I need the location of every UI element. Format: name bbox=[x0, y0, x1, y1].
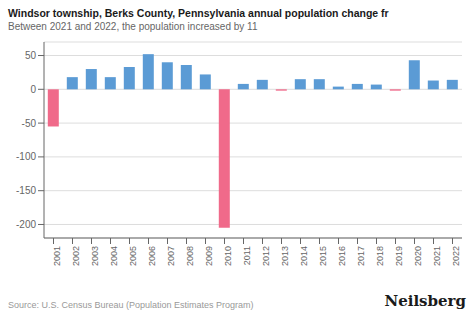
svg-text:2006: 2006 bbox=[147, 246, 157, 266]
svg-text:2009: 2009 bbox=[204, 246, 214, 266]
svg-text:2017: 2017 bbox=[356, 246, 366, 266]
svg-text:50: 50 bbox=[25, 50, 37, 61]
svg-text:2008: 2008 bbox=[185, 246, 195, 266]
html-text:Source: U.S. Census Bureau (Po: Source: U.S. Census Bureau (Population E… bbox=[8, 300, 254, 310]
svg-text:2020: 2020 bbox=[413, 246, 423, 266]
svg-text:2011: 2011 bbox=[242, 246, 252, 265]
svg-text:2001: 2001 bbox=[52, 246, 62, 266]
html-text:Windsor township, Berks County: Windsor township, Berks County, Pennsylv… bbox=[8, 7, 389, 19]
svg-text:-50: -50 bbox=[22, 118, 37, 129]
svg-text:0: 0 bbox=[30, 84, 36, 95]
svg-text:2018: 2018 bbox=[375, 246, 385, 266]
svg-text:2022: 2022 bbox=[451, 246, 461, 266]
html-text:Neilsberg: Neilsberg bbox=[384, 292, 466, 310]
svg-text:2005: 2005 bbox=[128, 246, 138, 266]
svg-text:-100: -100 bbox=[16, 151, 36, 162]
html-text:Between 2021 and 2022, the pop: Between 2021 and 2022, the population in… bbox=[8, 21, 258, 32]
svg-text:2003: 2003 bbox=[90, 246, 100, 266]
svg-text:2004: 2004 bbox=[109, 246, 119, 266]
svg-text:-150: -150 bbox=[16, 185, 36, 196]
svg-text:2019: 2019 bbox=[394, 246, 404, 266]
svg-text:2012: 2012 bbox=[261, 246, 271, 266]
svg-text:2013: 2013 bbox=[280, 246, 290, 266]
svg-text:2007: 2007 bbox=[166, 246, 176, 266]
svg-text:-200: -200 bbox=[16, 219, 36, 230]
svg-text:2010: 2010 bbox=[223, 246, 233, 266]
svg-text:2002: 2002 bbox=[71, 246, 81, 266]
svg-text:2016: 2016 bbox=[337, 246, 347, 266]
svg-text:2021: 2021 bbox=[432, 246, 442, 266]
svg-text:2015: 2015 bbox=[318, 246, 328, 266]
svg-text:2014: 2014 bbox=[299, 246, 309, 266]
